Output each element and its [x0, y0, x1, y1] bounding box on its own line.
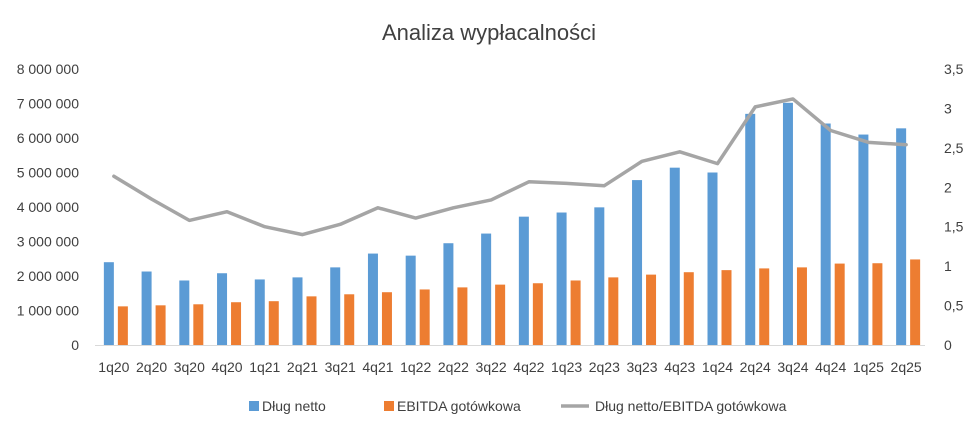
x-axis: 1q20 2q20 3q20 4q20 1q21 2q21 3q21 4q21 1q22 2q22… — [98, 359, 922, 375]
legend-item-dlug-netto: Dług netto — [262, 398, 326, 414]
bar-ebitda — [759, 268, 770, 345]
bar-ebitda — [155, 305, 166, 345]
x-tick-label: 2q20 — [136, 359, 167, 375]
bar-dlug-netto — [518, 216, 529, 345]
x-tick-label: 2q22 — [438, 359, 469, 375]
bar-series — [103, 102, 921, 345]
left-tick-label: 3 000 000 — [17, 234, 79, 250]
bar-dlug-netto — [782, 102, 793, 345]
right-axis: 0 0,5 1 1,5 2 2,5 3 3,5 — [944, 61, 964, 353]
legend: Dług netto EBITDA gotówkowa Dług netto/EBI… — [249, 398, 787, 414]
bar-ebitda — [796, 267, 807, 345]
bar-ebitda — [910, 259, 921, 345]
left-tick-label: 0 — [71, 337, 79, 353]
right-tick-label: 3 — [944, 100, 952, 116]
right-tick-label: 1 — [944, 258, 952, 274]
x-tick-label: 3q23 — [626, 359, 657, 375]
line-series — [95, 97, 925, 346]
bar-dlug-netto — [367, 253, 378, 345]
right-tick-label: 2,5 — [944, 140, 964, 156]
x-tick-label: 4q21 — [362, 359, 393, 375]
right-tick-label: 3,5 — [944, 61, 964, 77]
x-tick-label: 4q24 — [815, 359, 846, 375]
x-tick-label: 1q22 — [400, 359, 431, 375]
bar-ebitda — [608, 277, 619, 345]
bar-ebitda — [381, 292, 392, 345]
bar-ebitda — [532, 283, 543, 345]
bar-dlug-netto — [820, 123, 831, 345]
left-axis: 0 1 000 000 2 000 000 3 000 000 4 000 000 5 0… — [17, 61, 80, 353]
x-tick-label: 2q23 — [589, 359, 620, 375]
bar-ebitda — [834, 263, 845, 345]
bar-ebitda — [457, 287, 468, 345]
bar-ebitda — [193, 304, 204, 345]
bar-ebitda — [872, 263, 883, 345]
left-tick-label: 1 000 000 — [17, 303, 79, 319]
bar-ebitda — [306, 296, 317, 345]
right-tick-label: 2 — [944, 179, 952, 195]
x-tick-label: 1q20 — [98, 359, 129, 375]
bar-dlug-netto — [669, 167, 680, 345]
legend-item-ebitda: EBITDA gotówkowa — [397, 398, 521, 414]
bar-dlug-netto — [443, 243, 454, 345]
left-tick-label: 2 000 000 — [17, 268, 79, 284]
legend-swatch — [249, 401, 259, 411]
bar-ebitda — [268, 301, 279, 345]
left-tick-label: 8 000 000 — [17, 61, 79, 77]
x-tick-label: 3q24 — [777, 359, 808, 375]
bar-ebitda — [495, 284, 506, 345]
bar-dlug-netto — [632, 180, 643, 345]
bar-dlug-netto — [103, 262, 114, 345]
right-tick-label: 0,5 — [944, 298, 964, 314]
bar-dlug-netto — [217, 273, 228, 345]
bar-dlug-netto — [330, 267, 341, 345]
bar-ebitda — [344, 294, 355, 345]
bar-dlug-netto — [896, 128, 907, 345]
bar-dlug-netto — [745, 113, 756, 345]
bar-dlug-netto — [254, 279, 265, 345]
x-tick-label: 2q21 — [287, 359, 318, 375]
bar-dlug-netto — [179, 280, 190, 345]
left-tick-label: 5 000 000 — [17, 165, 79, 181]
bar-ebitda — [683, 272, 694, 345]
bar-dlug-netto — [594, 207, 605, 345]
x-tick-label: 4q22 — [513, 359, 544, 375]
bar-dlug-netto — [292, 277, 303, 345]
bar-dlug-netto — [141, 271, 152, 345]
bar-dlug-netto — [707, 172, 718, 345]
bar-ebitda — [231, 302, 242, 345]
x-tick-label: 1q21 — [249, 359, 280, 375]
bar-ebitda — [646, 274, 657, 345]
legend-swatch — [384, 401, 394, 411]
x-tick-label: 2q25 — [891, 359, 922, 375]
bar-dlug-netto — [481, 233, 492, 345]
left-tick-label: 7 000 000 — [17, 96, 79, 112]
x-tick-label: 1q24 — [702, 359, 733, 375]
x-tick-label: 2q24 — [740, 359, 771, 375]
x-tick-label: 3q20 — [174, 359, 205, 375]
bar-dlug-netto — [858, 134, 869, 345]
x-tick-label: 4q20 — [211, 359, 242, 375]
bar-ebitda — [419, 289, 430, 345]
legend-item-ratio: Dług netto/EBITDA gotówkowa — [595, 398, 787, 414]
x-tick-label: 4q23 — [664, 359, 695, 375]
bar-dlug-netto — [556, 212, 567, 345]
left-tick-label: 4 000 000 — [17, 199, 79, 215]
right-tick-label: 0 — [944, 337, 952, 353]
left-tick-label: 6 000 000 — [17, 130, 79, 146]
bar-ebitda — [570, 280, 581, 345]
bar-ebitda — [117, 306, 128, 345]
x-tick-label: 3q21 — [325, 359, 356, 375]
x-tick-label: 1q23 — [551, 359, 582, 375]
bar-ebitda — [721, 270, 732, 345]
x-tick-label: 1q25 — [853, 359, 884, 375]
bar-dlug-netto — [405, 255, 416, 345]
right-tick-label: 1,5 — [944, 219, 964, 235]
chart-title: Analiza wypłacalności — [382, 20, 596, 45]
ratio-line — [112, 97, 908, 237]
x-tick-label: 3q22 — [476, 359, 507, 375]
